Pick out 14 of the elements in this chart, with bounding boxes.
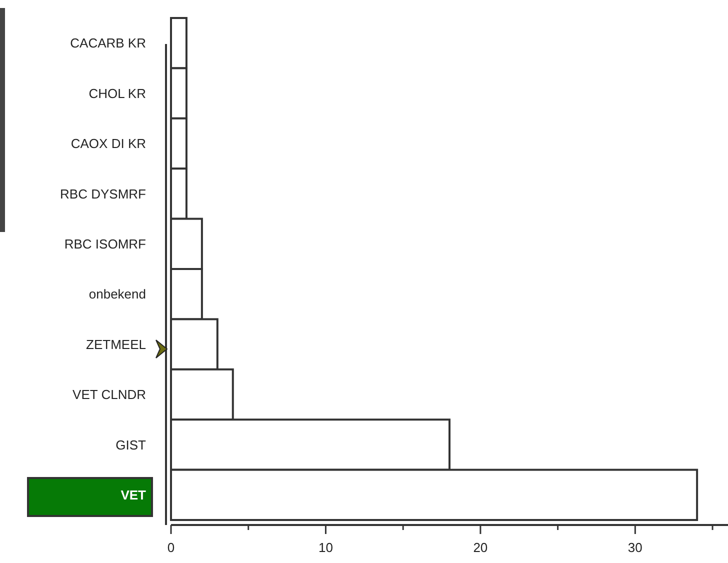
x-tick-label: 30 — [628, 540, 642, 555]
x-tick-label: 20 — [473, 540, 488, 555]
y-tick-label: ZETMEEL — [86, 336, 146, 352]
y-tick-label: VET CLNDR — [72, 387, 146, 402]
x-tick-label: 0 — [167, 540, 175, 555]
y-tick-label: CHOL KR — [88, 86, 146, 101]
y-tick-label: onbekend — [88, 286, 146, 302]
y-tick-label: CACARB KR — [70, 36, 146, 51]
y-tick-label: RBC DYSMRF — [60, 186, 146, 202]
y-tick-label: RBC ISOMRF — [64, 236, 146, 252]
y-tick-label: GIST — [116, 437, 146, 452]
x-tick-label: 10 — [318, 540, 333, 555]
y-tick-label: CAOX DI KR — [70, 136, 146, 152]
y-tick-label: VET — [120, 487, 146, 502]
